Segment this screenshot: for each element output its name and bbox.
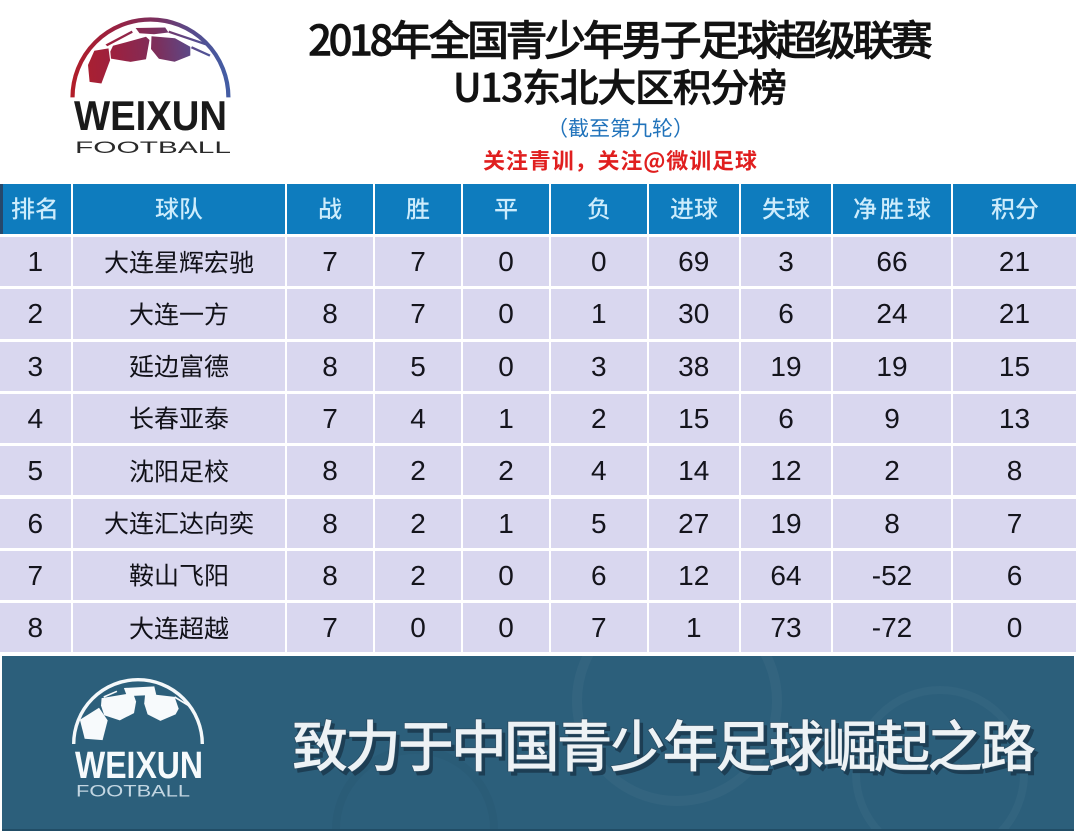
svg-text:FOOTBALL: FOOTBALL [76, 782, 190, 801]
svg-text:FOOTBALL: FOOTBALL [75, 139, 231, 157]
svg-text:WEIXUN: WEIXUN [74, 97, 227, 139]
svg-text:WEIXUN: WEIXUN [75, 745, 203, 784]
